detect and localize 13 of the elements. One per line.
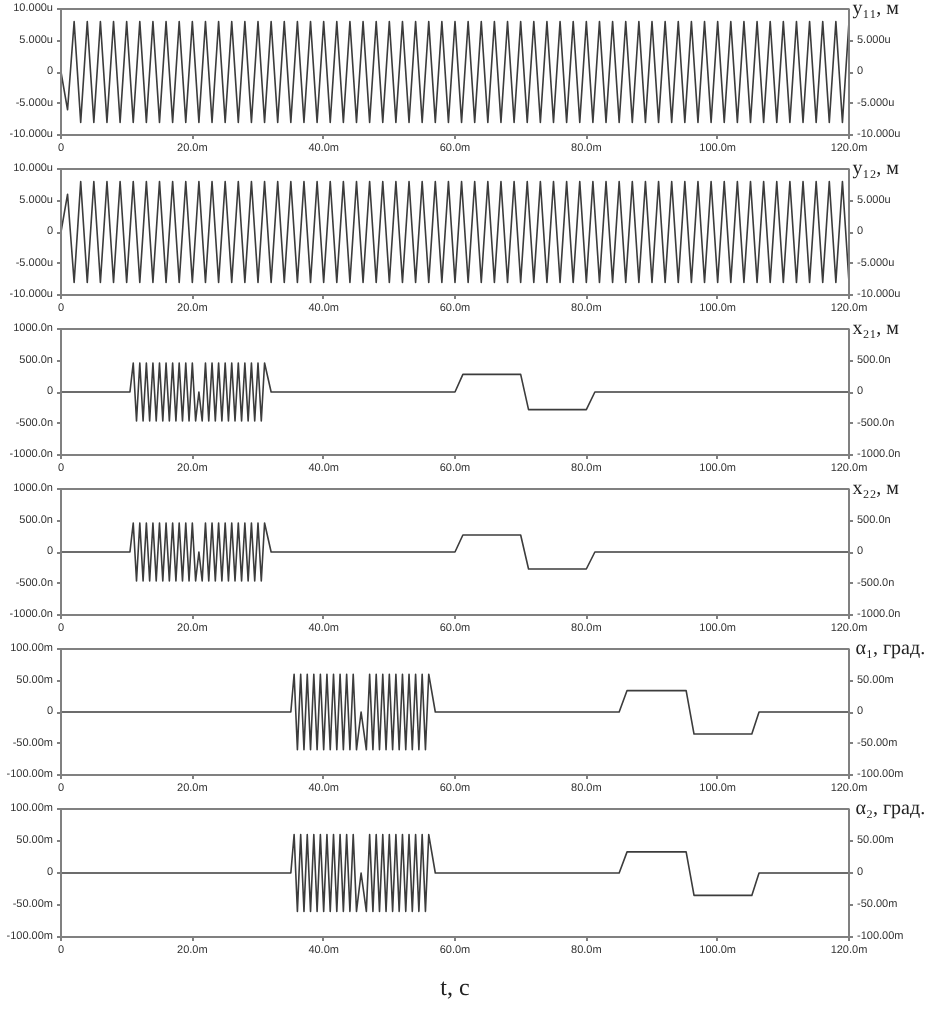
y2-axis-title: x₂₁, м [852,318,901,340]
y2-axis-title: α₁, град. [855,638,926,660]
line-series [61,180,849,284]
line-series [61,522,849,582]
x-axis-title: t, с [440,973,470,1001]
line-series [61,362,849,422]
y2-axis-title: y₁₂, м [852,158,901,180]
y2-axis-title: x₂₂, м [852,478,901,500]
line-series [61,673,849,751]
line-series [61,833,849,913]
line-series [61,20,849,124]
y2-axis-title: α₂, град. [855,798,926,820]
y2-axis-title: y₁₁, м [852,0,901,20]
